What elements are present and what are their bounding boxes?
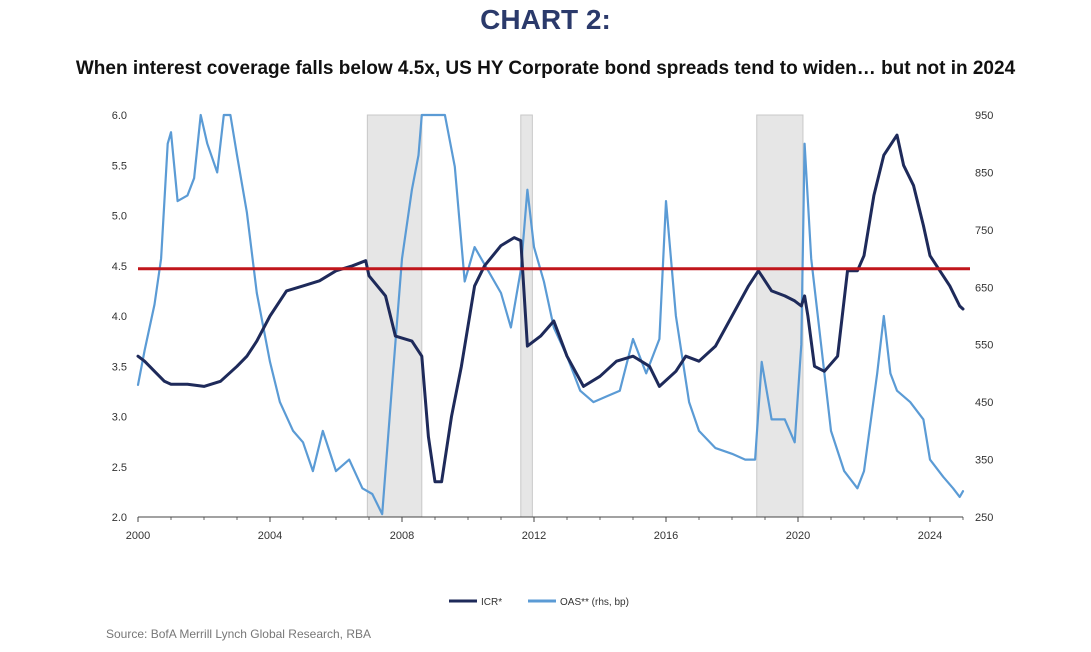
y2-tick-label: 550 <box>975 340 993 352</box>
y2-tick-label: 750 <box>975 225 993 237</box>
y-tick-label: 2.5 <box>112 462 127 474</box>
series-lines <box>136 113 965 516</box>
x-tick-label: 2008 <box>390 530 414 542</box>
y2-tick-label: 350 <box>975 455 993 467</box>
y2-axis-ticks: 250 350 450 550 650 750 850 950 <box>975 110 993 524</box>
legend-label-icr: ICR* <box>481 597 502 608</box>
x-axis-ticks: 2000 2004 2008 2012 2016 2020 2024 <box>126 517 964 542</box>
legend-label-oas: OAS** (rhs, bp) <box>560 597 629 608</box>
chart-heading: CHART 2: <box>480 4 611 35</box>
y-tick-label: 3.0 <box>112 412 127 424</box>
recession-band <box>756 114 804 518</box>
chart-title: When interest coverage falls below 4.5x,… <box>75 58 1016 79</box>
y2-tick-label: 450 <box>975 397 993 409</box>
oas-series-line <box>136 113 965 516</box>
y-axis-ticks: 2.0 2.5 3.0 3.5 4.0 4.5 5.0 5.5 6.0 <box>112 110 127 524</box>
y-tick-label: 5.5 <box>112 160 127 172</box>
x-tick-label: 2000 <box>126 530 150 542</box>
x-tick-label: 2020 <box>786 530 810 542</box>
y-tick-label: 3.5 <box>112 361 127 373</box>
x-tick-label: 2004 <box>258 530 282 542</box>
icr-series-line <box>136 133 965 484</box>
y2-tick-label: 850 <box>975 167 993 179</box>
x-tick-label: 2016 <box>654 530 678 542</box>
y2-tick-label: 650 <box>975 282 993 294</box>
legend: ICR* OAS** (rhs, bp) <box>449 597 629 608</box>
x-tick-label: 2012 <box>522 530 546 542</box>
y2-tick-label: 950 <box>975 110 993 122</box>
chart: 2000 2004 2008 2012 2016 2020 2024 2.0 2.5 3.0 3.… <box>112 110 994 608</box>
y-tick-label: 2.0 <box>112 512 127 524</box>
source-note: Source: BofA Merrill Lynch Global Resear… <box>106 627 372 641</box>
y-tick-label: 5.0 <box>112 211 127 223</box>
y2-tick-label: 250 <box>975 512 993 524</box>
y-tick-label: 4.5 <box>112 261 127 273</box>
y-tick-label: 6.0 <box>112 110 127 122</box>
y-tick-label: 4.0 <box>112 311 127 323</box>
x-tick-label: 2024 <box>918 530 942 542</box>
